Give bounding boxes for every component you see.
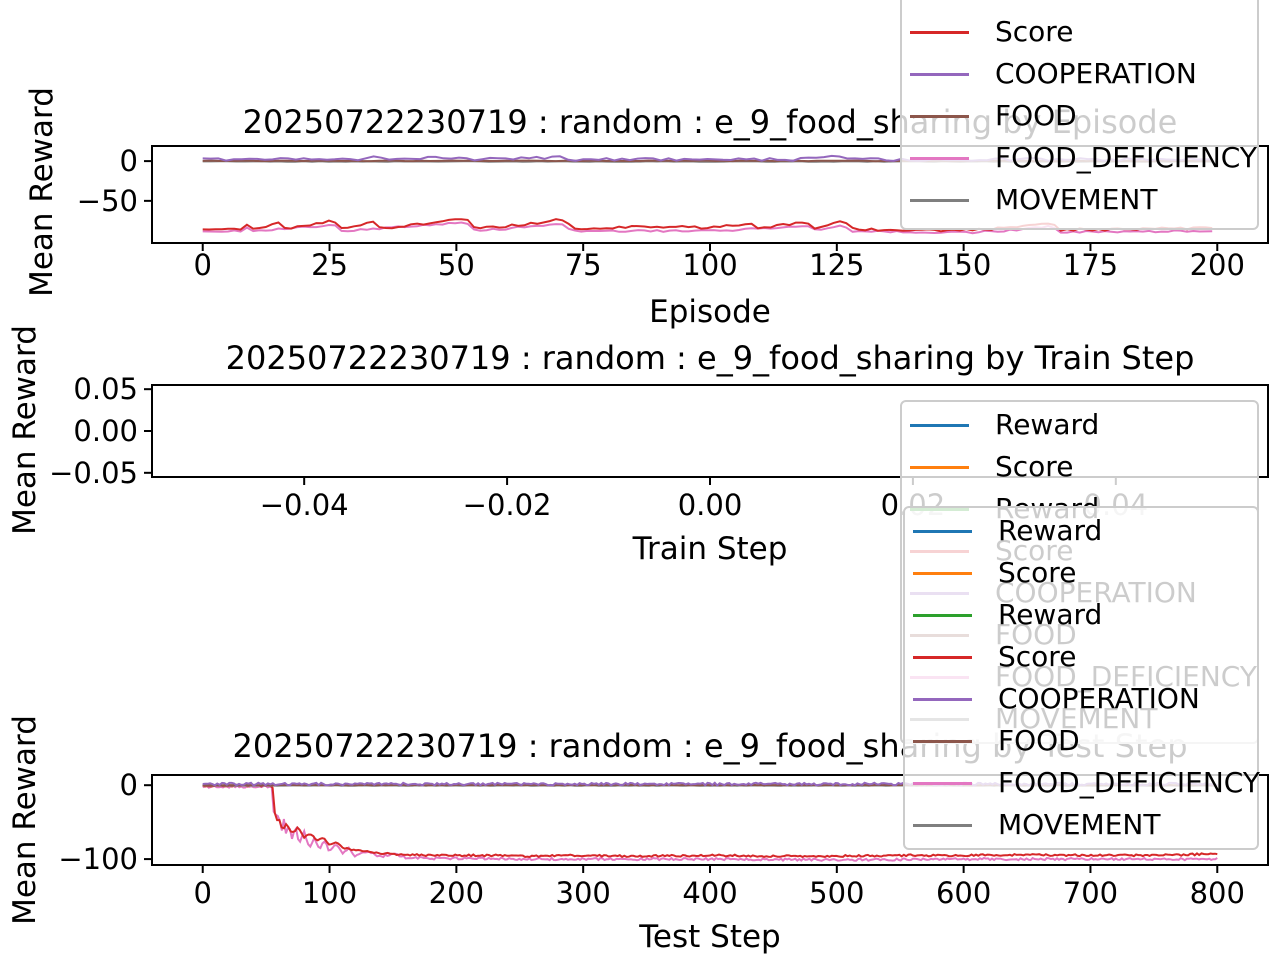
legend-line-sample — [913, 655, 972, 659]
legend-line-sample — [910, 30, 969, 34]
legend-entry: Reward — [905, 510, 1257, 552]
test-step-x-tick-label: 300 — [555, 876, 611, 910]
legend-line-sample — [913, 781, 972, 785]
legend-line-sample — [910, 72, 969, 76]
legend-entry-label: Reward — [998, 598, 1103, 631]
legend-entry-label: FOOD_DEFICIENCY — [995, 141, 1257, 174]
episode-x-tick-label: 75 — [564, 248, 602, 282]
legend-entry-label: Score — [995, 450, 1074, 483]
legend-entry: FOOD_DEFICIENCY — [902, 137, 1257, 179]
legend-entry: FOOD — [902, 95, 1257, 137]
legend-entry: Score — [902, 446, 1257, 488]
train-step-chart-xlabel: Train Step — [632, 531, 788, 567]
legend-entry-label: FOOD — [995, 99, 1077, 132]
train-step-x-tick-label: −0.04 — [259, 488, 349, 522]
legend-entry-label: Reward — [995, 408, 1100, 441]
legend-line-sample — [910, 156, 969, 160]
legend-line-sample — [910, 423, 969, 427]
episode-x-tick-label: 150 — [935, 248, 992, 282]
episode-chart-xlabel: Episode — [649, 294, 771, 330]
legend-entry: MOVEMENT — [905, 804, 1257, 846]
legend-line-sample — [910, 198, 969, 202]
test-step-y-tick-label: 0 — [119, 768, 138, 803]
test-step-x-tick-label: 200 — [428, 876, 485, 910]
legend-entry-label: MOVEMENT — [998, 808, 1161, 841]
train-step-x-tick-label: 0.00 — [677, 488, 743, 522]
legend-entry: Score — [905, 552, 1257, 594]
test-step-x-tick-label: 600 — [935, 876, 992, 910]
legend-entry-label: Score — [998, 640, 1077, 673]
episode-chart-ylabel: Mean Reward — [24, 87, 60, 297]
episode-x-tick-label: 100 — [682, 248, 738, 282]
legend-line-sample — [913, 739, 972, 743]
test-step-line-score — [202, 783, 1218, 859]
legend-entry-label: MOVEMENT — [995, 183, 1158, 216]
legend-line-sample — [910, 465, 969, 469]
episode-x-tick-label: 25 — [311, 248, 348, 282]
train-step-y-tick-label: −0.05 — [49, 455, 138, 490]
test-step-x-tick-label: 400 — [682, 876, 738, 910]
episode-x-tick-label: 0 — [193, 248, 212, 282]
test-step-legend: Reward Score Reward Score COOPERATION FOOD FOO… — [903, 506, 1260, 850]
legend-line-sample — [913, 571, 972, 575]
episode-x-tick-label: 175 — [1062, 248, 1119, 282]
legend-entry-label: Reward — [998, 514, 1103, 547]
legend-entry-label: FOOD — [998, 724, 1080, 757]
test-step-x-tick-label: 700 — [1062, 876, 1119, 910]
legend-line-sample — [913, 823, 972, 827]
test-step-chart-ylabel: Mean Reward — [7, 715, 43, 925]
test-step-chart-xlabel: Test Step — [639, 919, 781, 955]
train-step-y-tick-label: 0.05 — [73, 372, 138, 407]
legend-entry-label: COOPERATION — [998, 682, 1200, 715]
train-step-y-tick-label: 0.00 — [73, 414, 138, 448]
legend-entry: COOPERATION — [902, 53, 1257, 95]
legend-entry-label: Score — [998, 556, 1077, 589]
legend-line-sample — [913, 613, 972, 617]
legend-entry: Reward — [905, 594, 1257, 636]
legend-entry: MOVEMENT — [902, 179, 1257, 221]
legend-line-sample — [913, 697, 972, 701]
train-step-x-tick-label: −0.02 — [462, 488, 552, 522]
legend-entry: FOOD — [905, 720, 1257, 762]
episode-x-tick-label: 50 — [437, 248, 475, 282]
legend-entry: Reward — [902, 404, 1257, 446]
test-step-x-tick-label: 800 — [1189, 876, 1245, 910]
legend-entry: Score — [902, 11, 1257, 53]
legend-entry-label: FOOD_DEFICIENCY — [998, 766, 1260, 799]
legend-entry: Score — [905, 636, 1257, 678]
episode-x-tick-label: 125 — [809, 248, 865, 282]
train-step-chart-title: 20250722230719 : random : e_9_food_shari… — [225, 339, 1195, 377]
test-step-y-tick-label: −100 — [58, 842, 138, 877]
test-step-x-tick-label: 500 — [809, 876, 865, 910]
legend-entry: FOOD_DEFICIENCY — [905, 762, 1260, 804]
train-step-chart-ylabel: Mean Reward — [7, 325, 43, 535]
legend-line-sample — [913, 529, 972, 533]
episode-x-tick-label: 200 — [1189, 248, 1245, 282]
test-step-x-tick-label: 0 — [193, 876, 212, 910]
legend-entry-label: Score — [995, 15, 1074, 48]
episode-y-tick-label: −50 — [76, 183, 138, 218]
legend-entry: COOPERATION — [905, 678, 1257, 720]
episode-legend: Score COOPERATION FOOD FOOD_DEFICIENCY MOVEM… — [900, 0, 1259, 230]
legend-line-sample — [910, 114, 969, 118]
legend-entry-label: COOPERATION — [995, 57, 1197, 90]
episode-y-tick-label: 0 — [119, 144, 138, 179]
test-step-x-tick-label: 100 — [301, 876, 358, 910]
